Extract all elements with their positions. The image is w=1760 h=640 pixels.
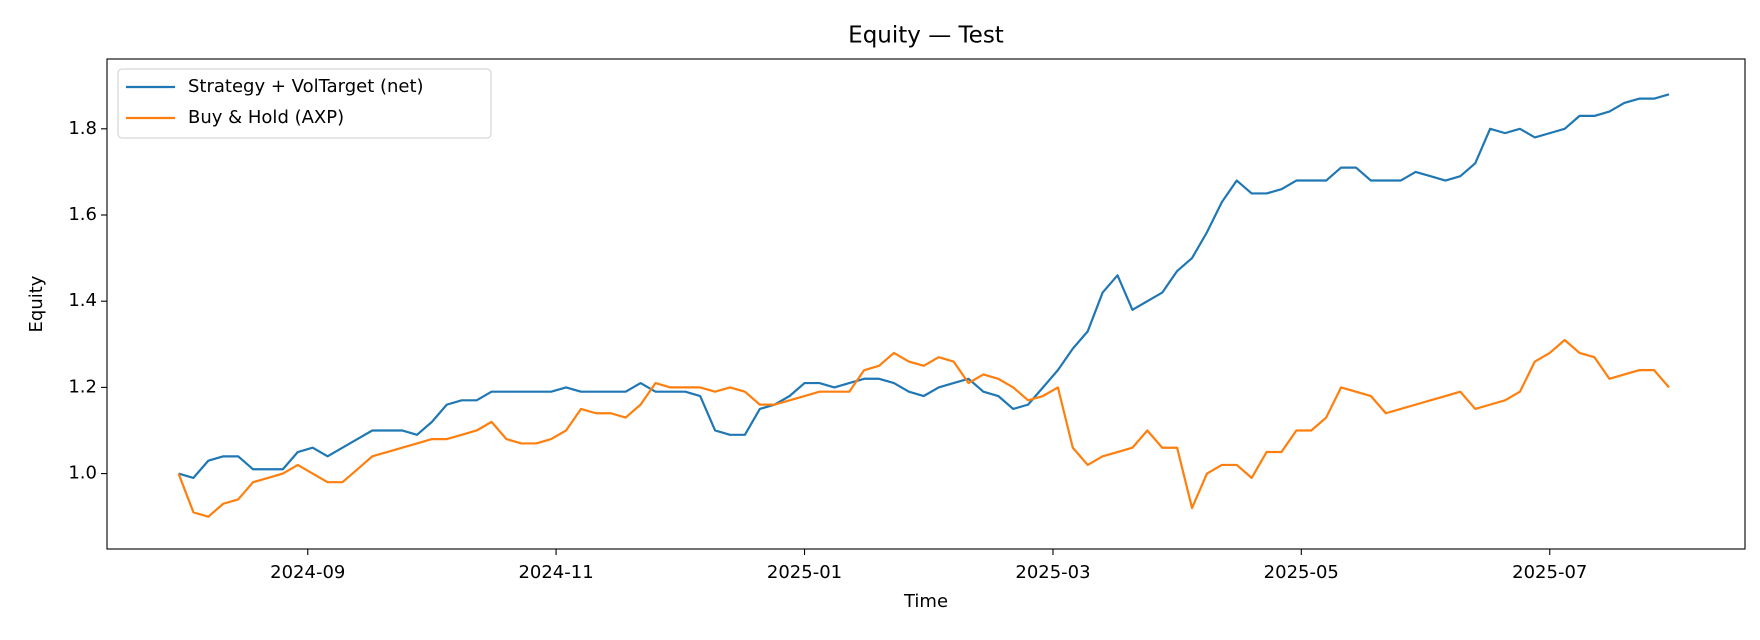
legend-label: Buy & Hold (AXP) — [188, 107, 344, 128]
y-axis-label: Equity — [26, 275, 47, 332]
legend-label: Strategy + VolTarget (net) — [188, 76, 424, 97]
x-axis-label: Time — [903, 591, 948, 612]
y-tick-label: 1.0 — [68, 463, 97, 484]
x-tick-label: 2025-01 — [767, 562, 842, 583]
legend-box — [117, 68, 492, 139]
series-line — [177, 338, 1670, 518]
plot-frame — [106, 58, 1746, 550]
y-tick-label: 1.6 — [68, 204, 97, 225]
chart-title: Equity — Test — [848, 23, 1004, 49]
y-tick-label: 1.2 — [68, 376, 97, 397]
x-tick-label: 2024-09 — [270, 562, 345, 583]
x-tick-label: 2025-03 — [1015, 562, 1090, 583]
y-tick-label: 1.4 — [68, 290, 97, 311]
x-tick-label: 2024-11 — [518, 562, 593, 583]
series-line — [178, 93, 1670, 479]
x-tick-label: 2025-07 — [1512, 562, 1587, 583]
x-tick-label: 2025-05 — [1264, 562, 1339, 583]
y-tick-label: 1.8 — [68, 118, 97, 139]
